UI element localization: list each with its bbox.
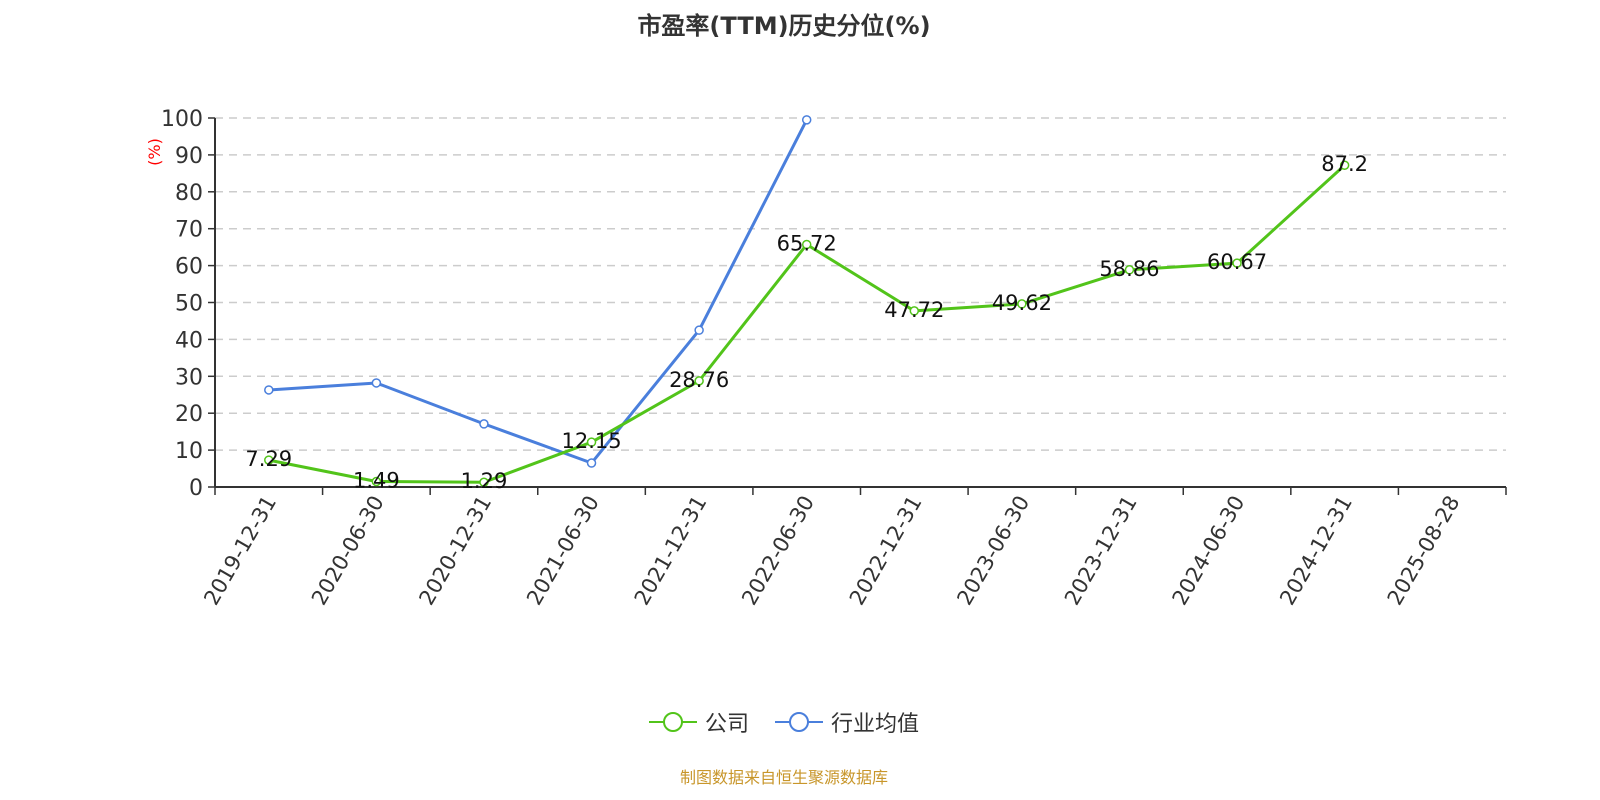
- series-line: [268, 164, 1346, 484]
- data-label: 12.15: [561, 429, 621, 453]
- y-tick-label: 0: [189, 476, 203, 501]
- data-point[interactable]: [371, 378, 382, 388]
- y-tick-label: 100: [161, 107, 203, 132]
- data-point[interactable]: [479, 477, 489, 487]
- x-tick-label: 2021-06-30: [522, 492, 604, 610]
- y-tick-label: 50: [175, 292, 203, 317]
- y-tick-label: 40: [175, 328, 203, 353]
- data-point[interactable]: [264, 455, 274, 465]
- x-tick-label: 2024-06-30: [1168, 492, 1250, 610]
- x-tick-label: 2021-12-31: [630, 492, 712, 610]
- data-label: 60.67: [1207, 250, 1267, 274]
- x-tick-label: 2020-12-31: [414, 492, 496, 610]
- x-tick-label: 2019-12-31: [199, 492, 281, 610]
- data-label: 47.72: [884, 298, 944, 322]
- series-line: [268, 119, 809, 465]
- x-tick-label: 2024-12-31: [1275, 492, 1357, 610]
- legend-item-industry[interactable]: 行业均值: [775, 706, 919, 738]
- legend: 公司 行业均值: [0, 706, 1568, 738]
- data-point[interactable]: [1339, 160, 1350, 170]
- y-tick-label: 80: [175, 181, 203, 206]
- x-tick-label: 2020-06-30: [307, 492, 389, 610]
- data-label: 58.86: [1099, 257, 1159, 281]
- data-point[interactable]: [801, 239, 812, 250]
- data-point[interactable]: [694, 325, 704, 335]
- data-label: 65.72: [777, 231, 837, 255]
- data-point[interactable]: [586, 458, 597, 468]
- y-tick-label: 70: [175, 218, 203, 243]
- data-point[interactable]: [586, 437, 597, 447]
- data-point[interactable]: [1124, 265, 1135, 275]
- line-chart: 0 10 20 30 40 50 60 70 80 90 100 (%) 2019-12-31 2020-…: [145, 107, 1507, 610]
- data-point[interactable]: [479, 419, 489, 429]
- data-point[interactable]: [264, 385, 274, 395]
- y-tick-label: 20: [175, 402, 203, 427]
- legend-company-icon: [648, 712, 697, 732]
- data-point[interactable]: [909, 306, 920, 316]
- data-point[interactable]: [694, 376, 704, 386]
- legend-industry-icon: [775, 712, 823, 732]
- data-point[interactable]: [801, 115, 812, 125]
- data-label: 28.76: [669, 368, 729, 392]
- data-source-note: 制图数据来自恒生聚源数据库: [679, 768, 888, 787]
- x-tick-label: 2025-08-28: [1383, 492, 1465, 610]
- data-label: 7.29: [245, 447, 292, 471]
- y-tick-label: 90: [175, 144, 203, 169]
- x-tick-label: 2022-12-31: [845, 492, 927, 610]
- data-point[interactable]: [1017, 299, 1027, 309]
- legend-label-company: 公司: [704, 712, 749, 737]
- y-tick-label: 30: [175, 365, 203, 390]
- data-label: 1.29: [461, 469, 508, 493]
- data-point[interactable]: [1232, 258, 1242, 268]
- legend-item-company[interactable]: 公司: [648, 706, 749, 738]
- chart-title: 市盈率(TTM)历史分位(%): [637, 12, 931, 40]
- y-tick-label: 10: [175, 439, 203, 464]
- x-tick-label: 2023-06-30: [952, 492, 1034, 610]
- y-tick-label: 60: [175, 255, 203, 280]
- data-label: 1.49: [353, 469, 400, 493]
- data-label: 49.62: [992, 291, 1052, 315]
- data-point[interactable]: [371, 476, 382, 487]
- x-tick-label: 2022-06-30: [737, 492, 819, 610]
- x-tick-label: 2023-12-31: [1060, 492, 1142, 610]
- y-axis-label: (%): [145, 138, 164, 166]
- legend-label-industry: 行业均值: [831, 712, 920, 737]
- data-label: 87.2: [1321, 152, 1368, 176]
